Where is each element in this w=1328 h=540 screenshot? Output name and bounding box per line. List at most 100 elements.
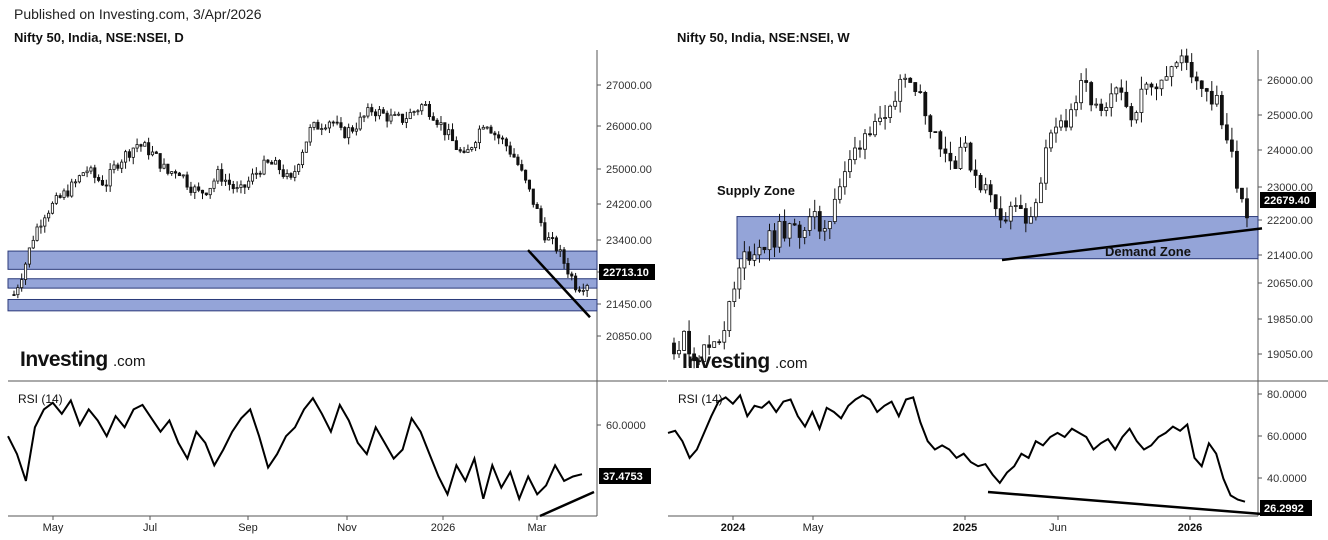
demand-zone-label: Demand Zone (1105, 244, 1191, 259)
candle-body (918, 91, 923, 93)
candle-body (58, 195, 62, 198)
x-tick-label: May (803, 522, 824, 534)
candle-body (547, 237, 551, 241)
candle-body (923, 92, 928, 117)
y-tick-label: 25000.00 (1267, 110, 1313, 122)
candle-body (1245, 198, 1249, 219)
candle-body (963, 142, 968, 148)
candle-body (497, 134, 501, 139)
candle-body (585, 285, 589, 291)
candle-body (1094, 103, 1099, 106)
candle-body (89, 167, 93, 172)
y-tick-label: 19050.00 (1267, 349, 1313, 361)
candle-body (913, 82, 918, 92)
candle-body (1164, 76, 1169, 81)
candle-body (404, 118, 408, 123)
candle-body (554, 237, 558, 252)
candle-body (427, 103, 431, 117)
candle-body (539, 208, 543, 224)
candle-body (73, 181, 78, 184)
candle-body (672, 342, 676, 355)
x-tick-label: Sep (238, 522, 258, 534)
candle-body (270, 161, 274, 165)
candle-body (1219, 94, 1224, 126)
candle-body (1194, 76, 1199, 82)
candle-body (1149, 83, 1154, 88)
candle-body (385, 112, 389, 122)
candle-body (170, 171, 174, 174)
candle-body (485, 126, 489, 129)
candle-body (1089, 82, 1094, 106)
candle-body (858, 147, 862, 150)
supply-zone-label: Supply Zone (717, 183, 795, 198)
candle-body (1159, 79, 1164, 90)
candle-body (1018, 205, 1023, 209)
price-trendline (1001, 227, 1263, 262)
candle-body (335, 121, 339, 124)
candle-body (108, 169, 112, 187)
candle-body (200, 189, 205, 194)
candle-body (1033, 202, 1038, 218)
candle-body (702, 344, 707, 362)
candle-body (70, 181, 74, 197)
candle-body (792, 223, 797, 226)
candle-body (1079, 80, 1084, 104)
candle-body (247, 180, 251, 188)
candle-body (174, 171, 178, 174)
rsi-line (667, 393, 1246, 503)
candle-body (1189, 62, 1194, 78)
x-tick-label: 2026 (1178, 522, 1202, 534)
candle-body (277, 160, 281, 171)
candle-body (1144, 83, 1149, 90)
candle-body (166, 163, 170, 174)
candle-body (1229, 139, 1234, 152)
candle-body (320, 128, 324, 130)
candle-body (1129, 106, 1134, 121)
candle-body (842, 171, 847, 188)
candle-body (20, 279, 24, 289)
candle-body (285, 173, 289, 177)
candle-body (837, 186, 842, 200)
candle-body (81, 172, 85, 177)
candle-body (139, 144, 143, 147)
candle-body (93, 167, 97, 178)
x-tick-label: 2024 (721, 522, 746, 534)
y-tick-label: 26000.00 (1267, 75, 1313, 87)
candle-body (677, 350, 681, 355)
investing-logo-text: Investing (682, 350, 770, 373)
candle-body (822, 228, 827, 232)
candle-body (1084, 80, 1089, 83)
candle-body (570, 273, 574, 277)
candle-body (408, 112, 412, 120)
y-tick-label: 24200.00 (606, 199, 652, 211)
candle-body (235, 187, 239, 190)
candle-body (208, 187, 212, 196)
candle-body (500, 137, 505, 140)
candle-body (327, 121, 331, 129)
candle-body (120, 161, 124, 169)
candle-body (1059, 120, 1063, 128)
candle-body (508, 145, 512, 155)
candle-body (978, 175, 983, 191)
candle-body (250, 173, 255, 182)
candle-body (777, 220, 782, 248)
candle-body (1049, 132, 1053, 149)
candle-body (1209, 90, 1214, 105)
candle-body (1003, 219, 1008, 222)
candle-body (143, 142, 147, 147)
candle-body (893, 100, 898, 107)
candle-body (116, 164, 120, 169)
candle-body (193, 186, 197, 193)
left-chart-title: Nifty 50, India, NSE:NSEI, D (14, 30, 184, 45)
candle-body (354, 128, 358, 132)
zone-rect (7, 250, 598, 270)
candle-body (943, 148, 948, 154)
x-tick-label: Jul (143, 522, 157, 534)
candle-body (1054, 126, 1058, 134)
candle-body (293, 171, 297, 178)
candle-body (358, 116, 362, 130)
candle-body (1235, 150, 1239, 189)
candle-body (558, 249, 562, 252)
candle-body (807, 216, 812, 231)
